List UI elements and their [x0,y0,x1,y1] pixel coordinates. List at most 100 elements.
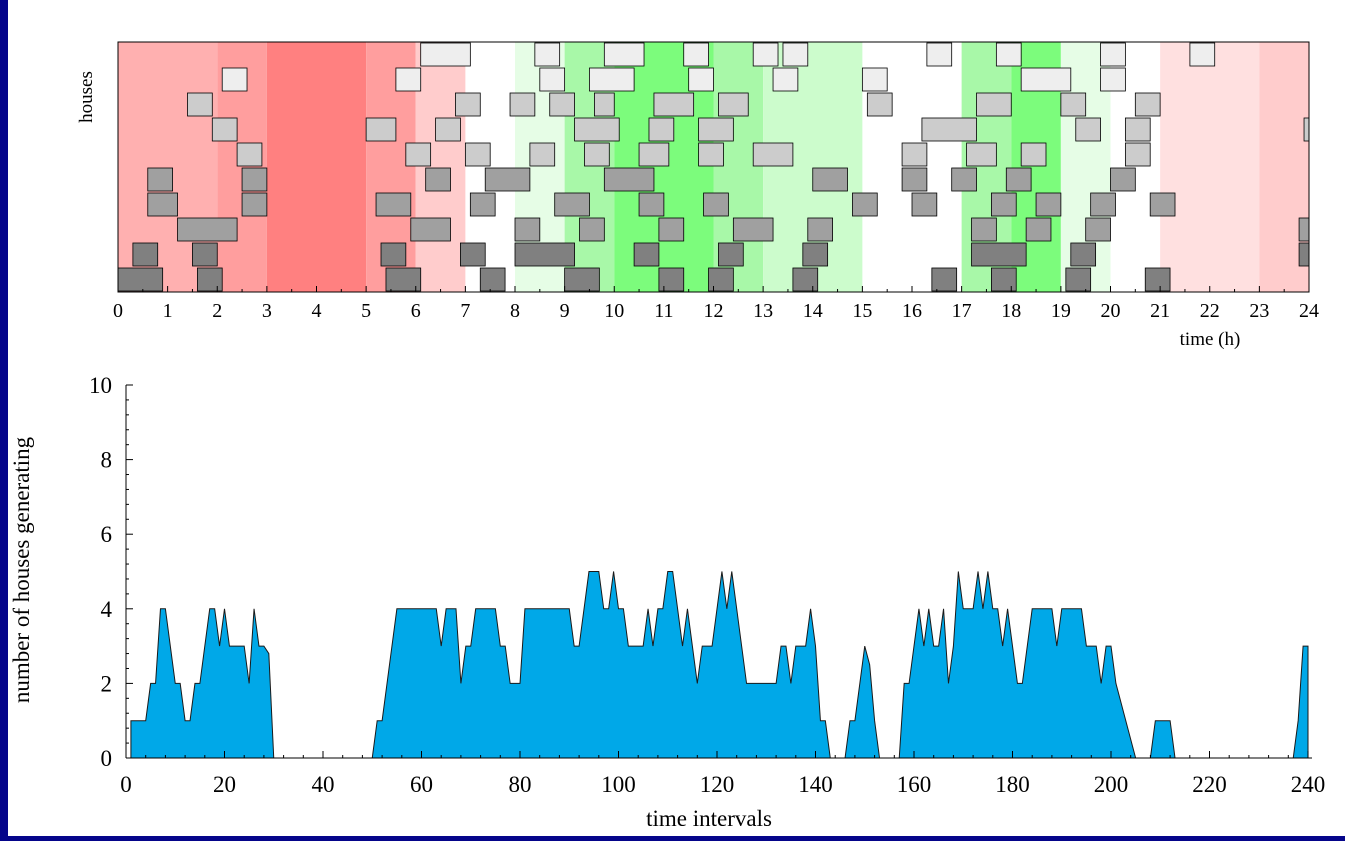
schedule-tick-label: 19 [1051,300,1071,322]
schedule-tick-label: 4 [312,300,322,322]
house-box [479,267,506,292]
x-tick-label: 240 [1291,772,1326,797]
house-box [1134,92,1161,117]
house-box [653,92,695,117]
house-box [991,267,1017,292]
house-box [117,267,164,292]
house-box [1303,117,1310,142]
y-tick-label: 6 [101,522,113,547]
schedule-tick-label: 13 [753,300,773,322]
house-box [1124,117,1151,142]
schedule-tick-label: 6 [411,300,421,322]
house-box [708,267,734,292]
schedule-tick-label: 12 [704,300,724,322]
house-box [1124,142,1151,167]
x-tick-label: 100 [601,772,636,797]
schedule-tick-label: 14 [803,300,823,322]
house-box [594,92,615,117]
house-box [698,117,734,142]
house-box [995,42,1022,67]
generating-axes: 0 20 40 60 80 100 120 140 160 180 200 220 240 0 2 4 6 8 10 [89,373,1325,797]
house-box [425,167,451,192]
y-tick-label: 4 [101,597,113,622]
house-box [852,192,878,217]
house-box [1298,217,1310,242]
house-box [752,142,794,167]
house-box [365,117,397,142]
house-box [752,42,779,67]
house-box [638,142,670,167]
house-box [603,167,655,192]
x-tick-label: 0 [120,772,132,797]
house-box [1060,92,1087,117]
house-box [380,242,407,267]
house-box [241,192,268,217]
house-box [866,92,893,117]
house-box [1100,67,1126,92]
schedule-tick-label: 21 [1150,300,1170,322]
schedule-y-axis-label: houses [76,71,97,123]
schedule-tick-label: 2 [212,300,222,322]
schedule-tick-label: 16 [902,300,922,322]
time-band [266,42,367,292]
house-box [807,217,833,242]
house-box [931,267,958,292]
house-box [435,117,461,142]
y-tick-label: 2 [101,671,113,696]
house-box [455,92,481,117]
house-box [196,267,223,292]
house-box [966,142,997,167]
house-box [911,192,938,217]
x-tick-label: 60 [410,772,433,797]
x-tick-label: 20 [213,772,236,797]
house-box [589,67,635,92]
schedule-tick-label: 9 [560,300,570,322]
house-box [420,42,471,67]
house-box [1189,42,1216,67]
x-tick-label: 40 [312,772,335,797]
house-box [718,92,749,117]
house-box [509,92,536,117]
house-box [529,142,556,167]
x-tick-label: 200 [1094,772,1129,797]
schedule-x-ticks: 0 1 2 3 4 5 6 7 8 9 10 11 12 13 14 15 16 17 18 19 20 21 22 23 24 [113,286,1319,322]
house-box [971,217,997,242]
houses-generating-area [130,571,1309,759]
house-box [484,167,531,192]
house-box [192,242,218,267]
house-box [792,267,819,292]
house-box [658,267,685,292]
house-box [976,92,1012,117]
x-tick-label: 80 [509,772,532,797]
house-box [554,192,590,217]
schedule-tick-label: 7 [460,300,470,322]
house-box [1035,192,1062,217]
schedule-tick-label: 17 [952,300,972,322]
house-box [772,67,799,92]
schedule-x-axis-label: time (h) [1180,329,1241,350]
time-band [1160,42,1260,292]
y-tick-label: 0 [101,746,113,771]
house-box [385,267,422,292]
house-box [464,142,491,167]
house-box [1065,267,1092,292]
x-tick-label: 140 [798,772,833,797]
house-box [926,42,953,67]
house-box [405,142,432,167]
schedule-tick-label: 23 [1249,300,1269,322]
house-box [1070,242,1097,267]
house-box [1005,167,1032,192]
house-box [579,217,605,242]
house-box [1020,67,1072,92]
house-box [177,217,238,242]
x-tick-label: 120 [700,772,735,797]
schedule-tick-label: 22 [1200,300,1220,322]
house-box [514,242,575,267]
house-box [539,67,566,92]
house-box [236,142,263,167]
schedule-tick-label: 8 [510,300,520,322]
house-box [648,117,675,142]
y-tick-label: 8 [101,448,113,473]
house-box [1075,117,1101,142]
house-box [991,192,1017,217]
